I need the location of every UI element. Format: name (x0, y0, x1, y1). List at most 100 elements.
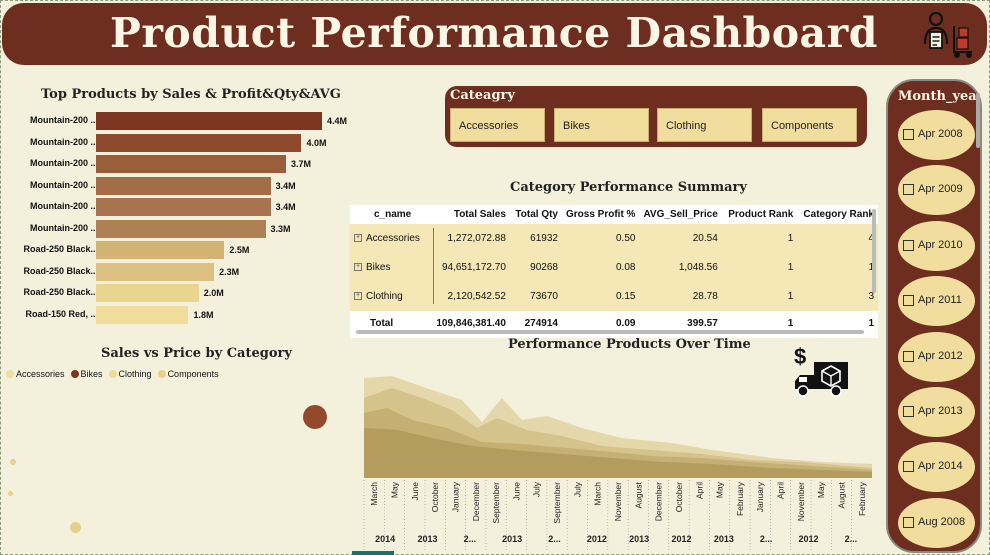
total-cell: 1 (868, 317, 874, 329)
x-axis-month-label: June (410, 482, 420, 501)
table-cell: 0.50 (561, 224, 640, 253)
x-axis-year-label: 2... (464, 534, 477, 544)
bar-row[interactable]: Mountain-200 ... 3.4M (10, 198, 350, 216)
table-horizontal-scrollbar[interactable] (356, 330, 864, 334)
x-axis-month-label: April (776, 482, 786, 499)
bar-row[interactable]: Road-250 Black... 2.0M (10, 284, 350, 302)
x-axis-month-label: September (491, 482, 501, 524)
legend-item[interactable]: Components (157, 369, 219, 379)
month-checkbox[interactable] (903, 406, 914, 417)
category-option-components[interactable]: Components (762, 108, 857, 142)
column-header-total-qty[interactable]: Total Qty (515, 209, 558, 220)
bar-row[interactable]: Mountain-200 ... 3.7M (10, 155, 350, 173)
bar[interactable] (96, 198, 271, 216)
bar[interactable] (96, 176, 271, 195)
x-axis-month-label: November (796, 482, 806, 521)
month-checkbox[interactable] (903, 516, 914, 528)
bar[interactable] (96, 155, 287, 173)
table-cell: 1 (797, 253, 878, 282)
bar-label: Road-250 Black... (23, 265, 98, 276)
column-header-category-rank[interactable]: Category Rank (803, 209, 874, 220)
category-name-cell: + Accessories (350, 224, 430, 253)
bar-row[interactable]: Mountain-200 ... 4.4M (10, 112, 350, 130)
category-option-bikes[interactable]: Bikes (554, 108, 649, 142)
month-option[interactable]: Apr 2012 (898, 331, 975, 382)
month-checkbox[interactable] (903, 461, 914, 473)
bar-row[interactable]: Mountain-200 ... 3.3M (10, 219, 350, 238)
scatter-point-accessories[interactable] (8, 491, 13, 496)
month-checkbox[interactable] (903, 184, 914, 196)
column-header-avg-sell-price[interactable]: AVG_Sell_Price (643, 209, 718, 220)
x-axis-month-label: December (654, 482, 664, 521)
bar-row[interactable]: Mountain-200 ... 3.4M (10, 176, 350, 195)
category-performance-table: c_name Total Sales Total Qty Gross Profi… (350, 205, 878, 338)
month-checkbox[interactable] (903, 350, 914, 362)
legend-item[interactable]: Clothing (108, 369, 152, 379)
month-slicer-scrollbar[interactable] (976, 93, 980, 148)
month-option[interactable]: Apr 2009 (898, 165, 975, 216)
category-option-accessories[interactable]: Accessories (450, 108, 545, 142)
bar-row[interactable]: Mountain-200 ... 4.0M (10, 133, 350, 152)
month-option[interactable]: Apr 2008 (898, 110, 975, 160)
scatter-point-accessories[interactable] (10, 459, 16, 465)
column-header-product-rank[interactable]: Product Rank (728, 209, 794, 220)
table-cell: 61932 (509, 224, 562, 253)
table-cell: 1 (721, 224, 798, 253)
legend-item[interactable]: Accessories (6, 369, 65, 379)
x-axis-year-label: 2013 (714, 534, 734, 544)
bar[interactable] (96, 241, 225, 259)
x-axis-month-label: June (511, 482, 521, 501)
bar[interactable] (96, 219, 266, 238)
bar-value-label: 3.3M (270, 223, 291, 234)
expand-icon[interactable]: + (354, 234, 362, 243)
bar-row[interactable]: Road-250 Black... 2.5M (10, 241, 350, 259)
table-vertical-scrollbar[interactable] (872, 209, 876, 293)
scatter-point-bikes[interactable] (303, 405, 327, 429)
bar[interactable] (96, 284, 199, 302)
x-axis-month-label: October (430, 482, 440, 512)
column-header-total-sales[interactable]: Total Sales (453, 209, 506, 220)
bar[interactable] (96, 262, 215, 281)
table-header-row: c_name Total Sales Total Qty Gross Profi… (350, 205, 878, 224)
column-header-gross-profit[interactable]: Gross Profit % (565, 209, 636, 220)
expand-icon[interactable]: + (354, 292, 362, 301)
month-checkbox[interactable] (903, 295, 914, 307)
bar-label: Road-250 Black... (23, 244, 98, 254)
page-title: Product Performance Dashboard (110, 9, 878, 57)
page-tab-indicator[interactable] (352, 551, 394, 555)
bar-row[interactable]: Road-150 Red, ... 1.8M (10, 305, 350, 324)
legend-marker (6, 370, 14, 378)
column-header-c-name[interactable]: c_name (374, 209, 412, 220)
month-option[interactable]: Apr 2014 (898, 442, 975, 493)
expand-icon[interactable]: + (354, 263, 362, 272)
month-option[interactable]: Apr 2010 (898, 220, 975, 271)
legend-item[interactable]: Bikes (70, 369, 103, 379)
bar-chart-title: Top Products by Sales & Profit&Qty&AVG (41, 87, 341, 102)
selection-divider (433, 228, 434, 304)
table-row[interactable]: + Clothing 2,120,542.52 73670 0.15 28.78 1 3 (350, 282, 878, 311)
month-checkbox[interactable] (903, 239, 914, 251)
scatter-legend: Accessories Bikes Clothing Components (6, 369, 219, 379)
month-label: Apr 2012 (918, 349, 963, 362)
month-option[interactable]: Apr 2013 (898, 387, 975, 437)
table-cell: 1,048.56 (639, 253, 722, 282)
category-option-clothing[interactable]: Clothing (657, 108, 752, 142)
category-name: Accessories (366, 233, 420, 244)
bar-row[interactable]: Road-250 Black... 2.3M (10, 262, 350, 281)
x-axis-month-label: March (593, 482, 603, 506)
bar-label: Road-150 Red, ... (25, 308, 98, 319)
month-option[interactable]: Aug 2008 (898, 497, 975, 548)
bar[interactable] (96, 305, 189, 324)
scatter-point-clothing[interactable] (70, 522, 81, 533)
x-axis-year-label: 2012 (587, 534, 607, 544)
bar[interactable] (96, 112, 322, 130)
bar[interactable] (96, 133, 302, 152)
month-option[interactable]: Apr 2011 (898, 276, 975, 327)
month-checkbox[interactable] (903, 129, 914, 140)
area-series[interactable] (364, 428, 872, 478)
table-cell: 1,272,072.88 (429, 224, 510, 253)
total-cell: 1 (787, 317, 794, 329)
x-axis-month-label: August (837, 481, 847, 508)
